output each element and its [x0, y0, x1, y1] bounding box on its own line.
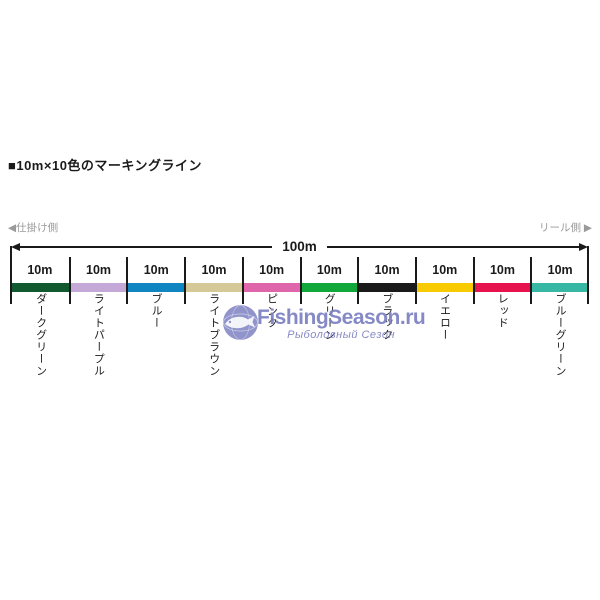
total-length-dimension: 100m: [11, 240, 588, 254]
segment-6: 10m グリーン: [299, 257, 358, 377]
segment-label-wrap: ブルー: [126, 293, 184, 329]
total-length-label: 100m: [282, 239, 317, 255]
segment-color-bar: [11, 283, 69, 292]
segment-color-name: ブルー: [150, 293, 163, 329]
segment-color-name: ブルーグリーン: [553, 293, 566, 377]
end-bar-left: [10, 246, 12, 304]
segment-color-bar: [70, 283, 127, 292]
segment-color-bar: [474, 283, 531, 292]
segment-color-name: ブラック: [380, 293, 393, 341]
segment-length-label: 10m: [316, 263, 342, 277]
segment-ruler-cell: 10m: [184, 257, 242, 304]
segment-1: 10m ダークグリーン: [11, 257, 69, 377]
segment-label-wrap: ブラック: [357, 293, 415, 341]
segments-row: 10m ダークグリーン 10m ライトパープル 10m ブルー 10m ライトブラウン 10m ピ…: [11, 257, 589, 377]
segment-label-wrap: ピンク: [242, 293, 300, 329]
segment-ruler-cell: 10m: [11, 257, 69, 304]
segment-label-wrap: ライトブラウン: [184, 293, 242, 377]
segment-color-name: ダークグリーン: [34, 293, 47, 377]
segment-ruler-cell: 10m: [299, 257, 358, 304]
segment-length-label: 10m: [27, 263, 53, 277]
segment-length-label: 10m: [547, 263, 573, 277]
rig-side-label: ◀仕掛け側: [8, 222, 59, 234]
segment-7: 10m ブラック: [357, 257, 415, 377]
segment-ruler-cell: 10m: [241, 257, 300, 304]
segment-color-name: グリーン: [323, 293, 336, 341]
segment-2: 10m ライトパープル: [68, 257, 127, 377]
segment-label-wrap: ダークグリーン: [11, 293, 69, 377]
segment-color-bar: [301, 283, 358, 292]
segment-color-name: レッド: [496, 293, 509, 329]
segment-8: 10m イエロー: [414, 257, 473, 377]
segment-length-label: 10m: [259, 263, 285, 277]
segment-label-wrap: ライトパープル: [69, 293, 127, 377]
arrowhead-left-icon: [11, 243, 20, 251]
end-bar-right: [587, 246, 589, 304]
segment-color-bar: [359, 283, 415, 292]
segment-color-bar: [186, 283, 242, 292]
segment-color-bar: [243, 283, 300, 292]
segment-3: 10m ブルー: [126, 257, 185, 377]
dimension-line-right: [326, 246, 579, 248]
segment-color-name: イエロー: [438, 293, 451, 341]
segment-length-label: 10m: [201, 263, 227, 277]
segment-length-label: 10m: [374, 263, 400, 277]
segment-color-name: ピンク: [265, 293, 278, 329]
segment-ruler-cell: 10m: [472, 257, 531, 304]
segment-9: 10m レッド: [472, 257, 531, 377]
segment-label-wrap: イエロー: [415, 293, 473, 341]
segment-ruler-cell: 10m: [68, 257, 127, 304]
segment-color-bar: [128, 283, 185, 292]
segment-label-wrap: レッド: [473, 293, 531, 329]
segment-ruler-cell: 10m: [530, 257, 589, 304]
segment-color-bar: [532, 283, 589, 292]
segment-label-wrap: ブルーグリーン: [530, 293, 588, 377]
segment-length-label: 10m: [143, 263, 169, 277]
segment-color-bar: [416, 283, 473, 292]
segment-ruler-cell: 10m: [126, 257, 185, 304]
segment-length-label: 10m: [489, 263, 515, 277]
diagram-title: ■10m×10色のマーキングライン: [8, 158, 203, 173]
line-ruler: 100m 10m ダークグリーン 10m ライトパープル 10m ブルー 10m ライトブラウ…: [10, 240, 589, 377]
segment-5: 10m ピンク: [241, 257, 300, 377]
segment-color-name: ライトブラウン: [207, 293, 220, 377]
direction-labels: ◀仕掛け側 リール側 ▶: [8, 220, 592, 235]
segment-4: 10m ライトブラウン: [184, 257, 242, 377]
segment-ruler-cell: 10m: [357, 257, 415, 304]
reel-side-label: リール側 ▶: [539, 222, 592, 234]
dimension-line-left: [20, 246, 273, 248]
segment-10: 10m ブルーグリーン: [530, 257, 589, 377]
segment-color-name: ライトパープル: [92, 293, 105, 377]
arrowhead-right-icon: [579, 243, 588, 251]
segment-length-label: 10m: [432, 263, 458, 277]
segment-length-label: 10m: [86, 263, 112, 277]
segment-ruler-cell: 10m: [414, 257, 473, 304]
segment-label-wrap: グリーン: [300, 293, 358, 341]
